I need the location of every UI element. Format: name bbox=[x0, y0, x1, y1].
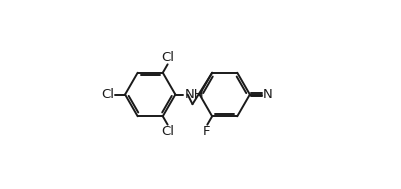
Text: Cl: Cl bbox=[162, 125, 174, 138]
Text: Cl: Cl bbox=[162, 51, 174, 64]
Text: Cl: Cl bbox=[101, 88, 115, 101]
Text: NH: NH bbox=[185, 88, 205, 101]
Text: N: N bbox=[263, 88, 273, 101]
Text: F: F bbox=[203, 125, 211, 138]
